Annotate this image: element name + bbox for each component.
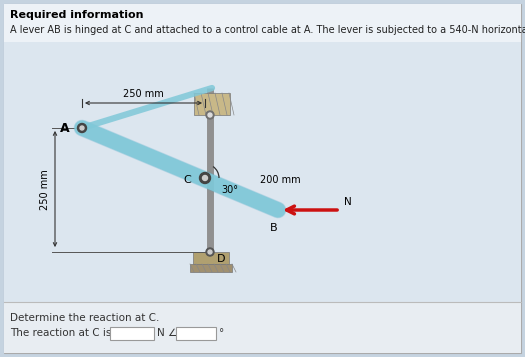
Bar [194,93,230,115]
Text: A lever AB is hinged at C and attached to a control cable at A. The lever is sub: A lever AB is hinged at C and attached t… [10,25,525,35]
Bar [4,4,521,42]
Circle shape [208,113,212,117]
Text: 200 mm: 200 mm [259,175,300,185]
Circle shape [78,124,87,132]
Text: B: B [270,223,278,233]
Text: 30°: 30° [221,185,238,195]
Circle shape [208,250,212,254]
Circle shape [206,111,214,119]
Text: Determine the reaction at C.: Determine the reaction at C. [10,313,160,323]
Text: 250 mm: 250 mm [123,89,164,99]
Bar [4,302,521,353]
Text: The reaction at C is: The reaction at C is [10,328,111,338]
Bar [190,264,232,272]
Bar [110,327,154,340]
Circle shape [80,126,84,130]
Bar [193,252,229,264]
Bar [4,42,521,302]
Text: D: D [217,254,226,264]
Circle shape [203,176,207,181]
Circle shape [200,172,211,183]
Text: N: N [344,197,352,207]
Text: N ∠: N ∠ [157,328,177,338]
Text: A: A [60,121,70,135]
Circle shape [206,248,214,256]
Text: 250 mm: 250 mm [40,170,50,210]
Bar [176,327,216,340]
Text: °: ° [219,328,224,338]
Text: C: C [183,175,191,185]
Text: Required information: Required information [10,10,143,20]
